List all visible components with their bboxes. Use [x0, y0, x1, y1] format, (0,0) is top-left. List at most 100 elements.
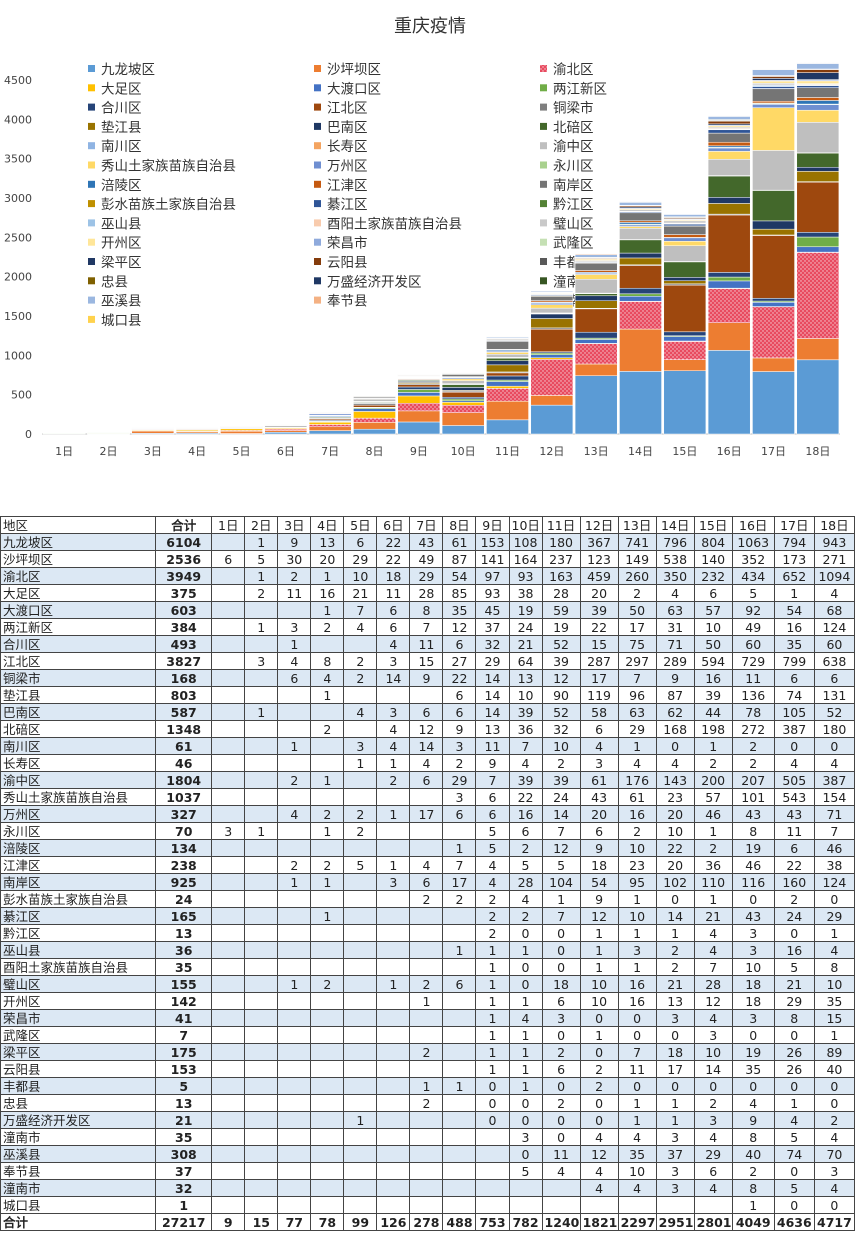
value-cell: 3 — [693, 1026, 733, 1044]
bar-segment — [663, 214, 707, 217]
value-cell: 110 — [693, 873, 733, 891]
value-cell — [343, 1026, 378, 1044]
legend-item: 两江新区 — [540, 81, 607, 97]
bar-segment — [707, 350, 751, 435]
bar-stack — [486, 336, 529, 435]
value-cell — [211, 1077, 246, 1095]
table-row: 沙坪坝区 2536 6 5 30 20 29 22 49 87 141 164 237 123 149 538… — [0, 550, 856, 568]
value-cell: 16 — [693, 669, 733, 687]
value-cell: 1 — [442, 1077, 477, 1095]
table-row: 奉节县 37 5 4 4 10 3 6 2 0 3 — [0, 1162, 856, 1180]
value-cell: 4 — [813, 1179, 856, 1197]
value-cell: 14 — [475, 686, 510, 704]
bar-segment — [308, 424, 352, 428]
value-cell: 6 — [409, 873, 444, 891]
legend-swatch — [88, 296, 95, 304]
bar-segment — [530, 313, 574, 319]
value-cell: 1 — [508, 1043, 543, 1061]
value-cell: 3 — [731, 1009, 775, 1027]
value-cell — [508, 1179, 543, 1197]
value-cell: 3 — [376, 873, 411, 891]
region-cell: 铜梁市 — [0, 669, 157, 687]
value-cell: 10 — [579, 975, 619, 993]
value-cell: 2 — [442, 890, 477, 908]
value-cell — [409, 941, 444, 959]
bar-segment — [796, 122, 840, 154]
value-cell: 180 — [541, 533, 581, 551]
value-cell: 16 — [617, 992, 657, 1010]
bar-segment — [353, 422, 396, 430]
bar-stack — [308, 411, 352, 435]
bar-segment — [796, 166, 840, 172]
bar-segment — [486, 364, 529, 373]
value-cell: 5 — [244, 550, 279, 568]
value-cell: 387 — [773, 720, 815, 738]
legend-swatch — [540, 180, 547, 188]
legend-label: 两江新区 — [553, 81, 607, 97]
legend-swatch — [540, 161, 547, 169]
value-cell: 0 — [541, 1111, 581, 1129]
bar-segment — [353, 404, 396, 408]
bar-segment — [796, 97, 840, 101]
value-cell — [310, 1094, 345, 1112]
value-cell: 57 — [693, 788, 733, 806]
value-cell: 19 — [731, 839, 775, 857]
value-cell: 37 — [475, 618, 510, 636]
value-cell: 1 — [475, 975, 510, 993]
bar-segment — [707, 322, 751, 351]
value-cell: 1 — [310, 567, 345, 585]
value-cell — [343, 788, 378, 806]
value-cell: 1094 — [813, 567, 856, 585]
value-cell: 3 — [655, 1009, 695, 1027]
bar-segment — [353, 403, 396, 406]
bar-segment — [707, 147, 751, 152]
legend-item: 垫江县 — [88, 120, 142, 136]
value-cell: 0 — [813, 1094, 856, 1112]
value-cell — [244, 856, 279, 874]
value-cell: 375 — [155, 584, 213, 602]
legend-item: 梁平区 — [88, 255, 142, 271]
value-cell: 52 — [541, 703, 581, 721]
value-cell — [211, 805, 246, 823]
value-cell: 22 — [376, 533, 411, 551]
value-cell: 0 — [813, 1196, 856, 1214]
value-cell: 71 — [655, 635, 695, 653]
bar-segment — [707, 159, 751, 176]
table-row: 垫江县 803 1 6 14 10 90 119 96 87 39 136 74 131 — [0, 686, 856, 704]
value-cell — [376, 1026, 411, 1044]
value-cell — [310, 992, 345, 1010]
value-cell: 1 — [155, 1196, 213, 1214]
value-cell: 43 — [579, 788, 619, 806]
value-cell — [343, 1196, 378, 1214]
value-cell — [244, 924, 279, 942]
value-cell — [211, 890, 246, 908]
value-cell — [277, 754, 312, 772]
legend-item: 九龙坡区 — [88, 62, 155, 78]
value-cell: 594 — [693, 652, 733, 670]
value-cell — [244, 771, 279, 789]
value-cell — [310, 1196, 345, 1214]
value-cell: 4 — [508, 890, 543, 908]
value-cell: 16 — [773, 941, 815, 959]
value-cell: 1 — [508, 1026, 543, 1044]
bar-segment — [353, 411, 396, 419]
region-cell: 潼南市 — [0, 1179, 157, 1197]
bar-segment — [752, 100, 795, 104]
value-cell — [442, 924, 477, 942]
value-cell: 11 — [409, 635, 444, 653]
value-cell: 0 — [475, 1077, 510, 1095]
value-cell: 4 — [579, 737, 619, 755]
value-cell: 57 — [693, 601, 733, 619]
value-cell: 13 — [310, 533, 345, 551]
region-cell: 合计 — [0, 1213, 157, 1231]
value-cell: 2 — [541, 754, 581, 772]
value-cell: 237 — [541, 550, 581, 568]
value-cell: 21 — [343, 584, 378, 602]
region-cell: 荣昌市 — [0, 1009, 157, 1027]
value-cell: 0 — [617, 1026, 657, 1044]
value-cell: 104 — [541, 873, 581, 891]
value-cell: 2 — [277, 567, 312, 585]
bar-segment — [619, 202, 662, 206]
value-cell: 6 — [442, 686, 477, 704]
value-cell: 327 — [155, 805, 213, 823]
